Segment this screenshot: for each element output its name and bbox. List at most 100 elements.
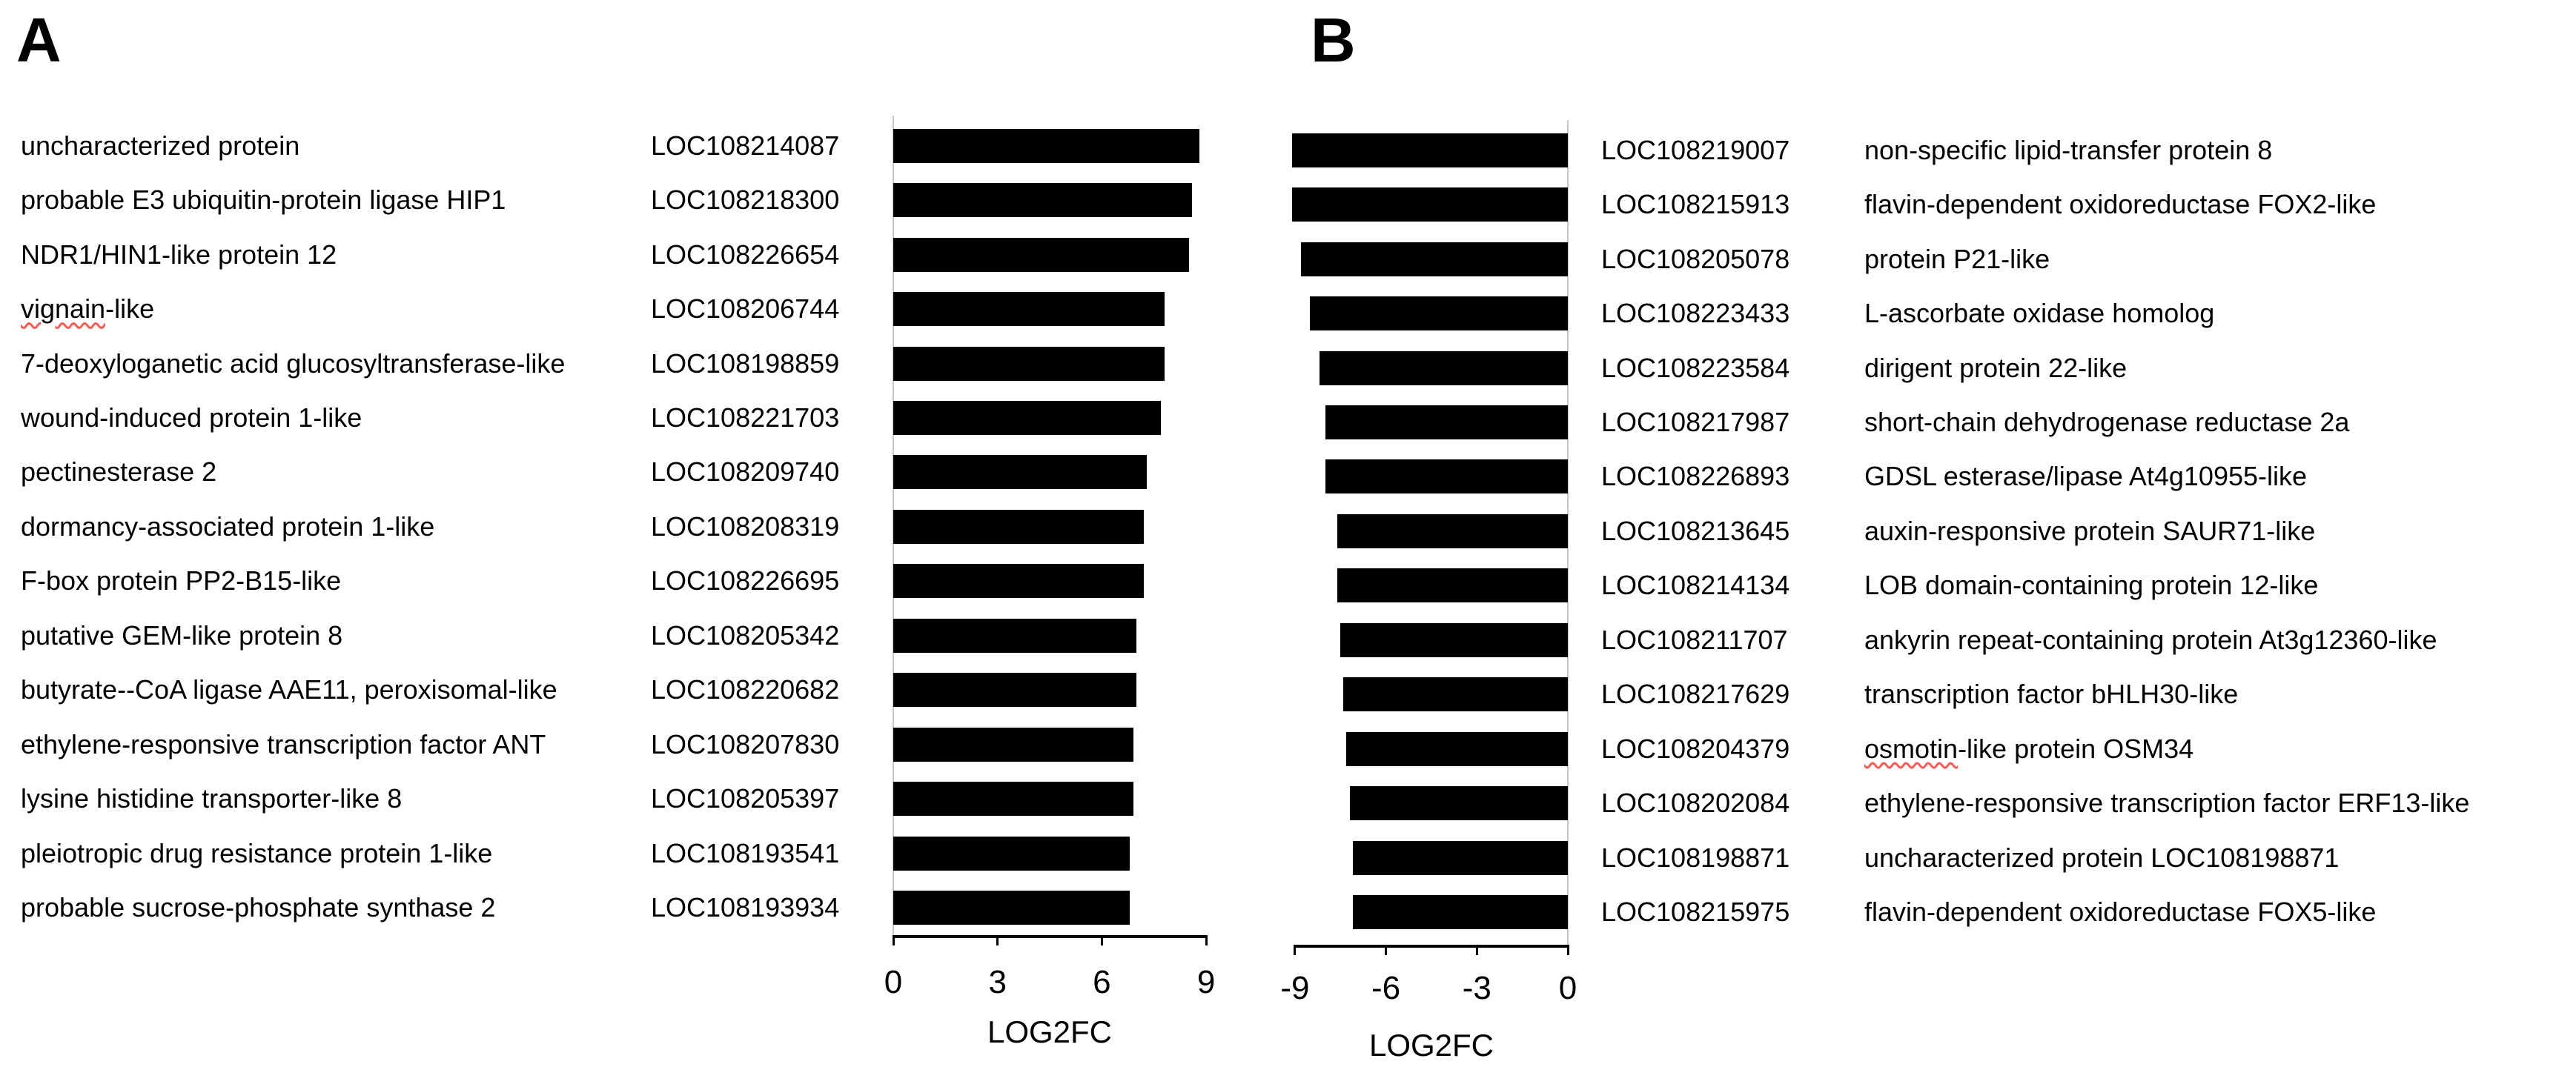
log2fc-bar bbox=[893, 292, 1165, 327]
gene-id: LOC108223584 bbox=[1601, 352, 1790, 383]
x-axis-tick-label: 0 bbox=[1558, 970, 1577, 1006]
zero-baseline bbox=[1567, 120, 1569, 945]
gene-id: LOC108220682 bbox=[651, 674, 840, 705]
protein-description: flavin-dependent oxidoreductase FOX5-lik… bbox=[1864, 897, 2377, 928]
protein-description: osmotin -like protein OSM34 bbox=[1864, 733, 2194, 764]
gene-id: LOC108209740 bbox=[651, 456, 840, 488]
log2fc-bar bbox=[1310, 296, 1568, 331]
gene-id: LOC108207830 bbox=[651, 728, 840, 759]
x-axis-tick-label: -3 bbox=[1462, 970, 1491, 1006]
protein-description: protein P21-like bbox=[1864, 243, 2050, 274]
log2fc-bar bbox=[893, 509, 1144, 544]
gene-id: LOC108223433 bbox=[1601, 298, 1790, 329]
log2fc-bar bbox=[1343, 677, 1568, 712]
panel-a-x-axis-title: LOG2FC bbox=[987, 1014, 1113, 1049]
x-axis-tick bbox=[1294, 945, 1297, 955]
log2fc-bar bbox=[1291, 187, 1568, 222]
panel-a-label: A bbox=[16, 5, 62, 75]
protein-description: pleiotropic drug resistance protein 1-li… bbox=[21, 837, 493, 868]
log2fc-bar bbox=[1349, 786, 1568, 821]
log2fc-bar bbox=[893, 727, 1133, 762]
log2fc-bar bbox=[893, 836, 1130, 871]
protein-description: short-chain dehydrogenase reductase 2a bbox=[1864, 406, 2350, 437]
gene-id: LOC108193541 bbox=[651, 837, 840, 868]
x-axis-tick bbox=[1566, 945, 1569, 955]
log2fc-bar bbox=[1340, 622, 1568, 657]
gene-id: LOC108202084 bbox=[1601, 788, 1790, 819]
log2fc-bar bbox=[893, 128, 1199, 163]
gene-id: LOC108218300 bbox=[651, 185, 840, 216]
protein-description: probable sucrose-phosphate synthase 2 bbox=[21, 892, 496, 923]
protein-description: 7-deoxyloganetic acid glucosyltransferas… bbox=[21, 348, 566, 379]
protein-description: ankyrin repeat-containing protein At3g12… bbox=[1864, 624, 2437, 655]
protein-description: putative GEM-like protein 8 bbox=[21, 619, 343, 651]
gene-id: LOC108211707 bbox=[1601, 624, 1788, 655]
protein-description: transcription factor bHLH30-like bbox=[1864, 679, 2239, 710]
gene-id: LOC108198871 bbox=[1601, 842, 1790, 873]
protein-description: auxin-responsive protein SAUR71-like bbox=[1864, 515, 2316, 546]
log2fc-bar bbox=[1337, 513, 1568, 548]
x-axis-tick-label: -6 bbox=[1371, 970, 1401, 1006]
protein-description: vignain -like bbox=[21, 293, 155, 325]
misspelled-word: vignain bbox=[21, 293, 106, 325]
log2fc-bar bbox=[1325, 459, 1568, 494]
protein-description: ethylene-responsive transcription factor… bbox=[21, 728, 546, 759]
gene-id: LOC108217987 bbox=[1601, 406, 1790, 437]
gene-id: LOC108226695 bbox=[651, 565, 840, 596]
gene-id: LOC108204379 bbox=[1601, 733, 1790, 764]
log2fc-bar bbox=[893, 346, 1165, 381]
protein-description: uncharacterized protein LOC108198871 bbox=[1864, 842, 2340, 873]
gene-id: LOC108221703 bbox=[651, 402, 840, 433]
x-axis-tick bbox=[1205, 935, 1208, 945]
gene-id: LOC108226893 bbox=[1601, 461, 1790, 492]
gene-id: LOC108217629 bbox=[1601, 679, 1790, 710]
gene-id: LOC108205342 bbox=[651, 619, 840, 651]
gene-id: LOC108193934 bbox=[651, 892, 840, 923]
gene-id: LOC108214087 bbox=[651, 130, 840, 161]
protein-description: L-ascorbate oxidase homolog bbox=[1864, 298, 2215, 329]
x-axis-line bbox=[1294, 945, 1569, 948]
x-axis-line bbox=[893, 935, 1208, 938]
protein-description: lysine histidine transporter-like 8 bbox=[21, 783, 403, 814]
x-axis-tick bbox=[1100, 935, 1103, 945]
protein-description: uncharacterized protein bbox=[21, 130, 300, 161]
x-axis-tick-label: 9 bbox=[1196, 964, 1216, 1000]
gene-id: LOC108213645 bbox=[1601, 515, 1790, 546]
gene-id: LOC108215913 bbox=[1601, 189, 1790, 220]
misspelled-word: osmotin bbox=[1864, 733, 1959, 764]
protein-description: F-box protein PP2-B15-like bbox=[21, 565, 342, 596]
gene-id: LOC108214134 bbox=[1601, 570, 1790, 601]
log2fc-bar bbox=[893, 618, 1137, 653]
log2fc-bar bbox=[1301, 242, 1568, 276]
gene-id: LOC108226654 bbox=[651, 239, 840, 270]
log2fc-bar bbox=[893, 455, 1148, 490]
x-axis-tick bbox=[996, 935, 999, 945]
gene-id: LOC108198859 bbox=[651, 348, 840, 379]
protein-description: dirigent protein 22-like bbox=[1864, 352, 2128, 383]
protein-description: wound-induced protein 1-like bbox=[21, 402, 362, 433]
panel-b-label: B bbox=[1311, 5, 1356, 75]
gene-id: LOC108219007 bbox=[1601, 134, 1790, 165]
log2fc-bar bbox=[893, 237, 1189, 272]
log2fc-bar bbox=[1319, 350, 1568, 385]
protein-description: NDR1/HIN1-like protein 12 bbox=[21, 239, 337, 270]
protein-description: flavin-dependent oxidoreductase FOX2-lik… bbox=[1864, 189, 2377, 220]
log2fc-bar bbox=[893, 891, 1130, 925]
x-axis-tick-label: 0 bbox=[884, 964, 903, 1000]
x-axis-tick bbox=[892, 935, 895, 945]
gene-id: LOC108215975 bbox=[1601, 897, 1790, 928]
log2fc-bar bbox=[1325, 405, 1568, 439]
log2fc-bar bbox=[893, 673, 1137, 708]
x-axis-tick bbox=[1385, 945, 1388, 955]
panel-b-x-axis-title: LOG2FC bbox=[1368, 1028, 1494, 1063]
protein-description: ethylene-responsive transcription factor… bbox=[1864, 788, 2470, 819]
log2fc-bar bbox=[893, 564, 1144, 599]
protein-description: LOB domain-containing protein 12-like bbox=[1864, 570, 2319, 601]
gene-id: LOC108206744 bbox=[651, 293, 840, 325]
x-axis-tick-label: 6 bbox=[1093, 964, 1111, 1000]
protein-description: GDSL esterase/lipase At4g10955-like bbox=[1864, 461, 2308, 492]
log2fc-bar bbox=[1352, 840, 1568, 875]
log2fc-bar bbox=[1291, 133, 1568, 167]
gene-id: LOC108205078 bbox=[1601, 243, 1790, 274]
